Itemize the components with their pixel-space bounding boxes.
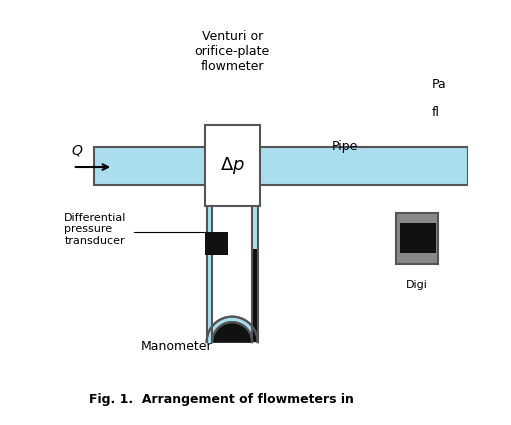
FancyBboxPatch shape — [252, 249, 257, 342]
Text: Digi: Digi — [406, 280, 428, 291]
Text: Pipe: Pipe — [332, 140, 358, 153]
Text: Pa: Pa — [432, 79, 447, 91]
FancyBboxPatch shape — [212, 206, 252, 342]
FancyBboxPatch shape — [212, 268, 213, 342]
Text: $\Delta p$: $\Delta p$ — [220, 155, 245, 176]
Text: Manometer: Manometer — [141, 340, 213, 353]
FancyBboxPatch shape — [252, 206, 258, 342]
FancyBboxPatch shape — [400, 223, 436, 253]
Polygon shape — [212, 322, 252, 342]
Text: Fig. 1.  Arrangement of flowmeters in: Fig. 1. Arrangement of flowmeters in — [89, 393, 354, 406]
Text: $Q$: $Q$ — [71, 143, 83, 159]
FancyBboxPatch shape — [396, 212, 438, 264]
FancyBboxPatch shape — [94, 147, 468, 185]
FancyBboxPatch shape — [204, 232, 228, 255]
Polygon shape — [206, 317, 258, 342]
FancyBboxPatch shape — [204, 125, 260, 206]
Text: fl: fl — [432, 106, 440, 119]
Text: Differential
pressure
transducer: Differential pressure transducer — [64, 213, 127, 246]
FancyBboxPatch shape — [206, 206, 212, 342]
Text: Venturi or
orifice-plate
flowmeter: Venturi or orifice-plate flowmeter — [195, 30, 270, 73]
